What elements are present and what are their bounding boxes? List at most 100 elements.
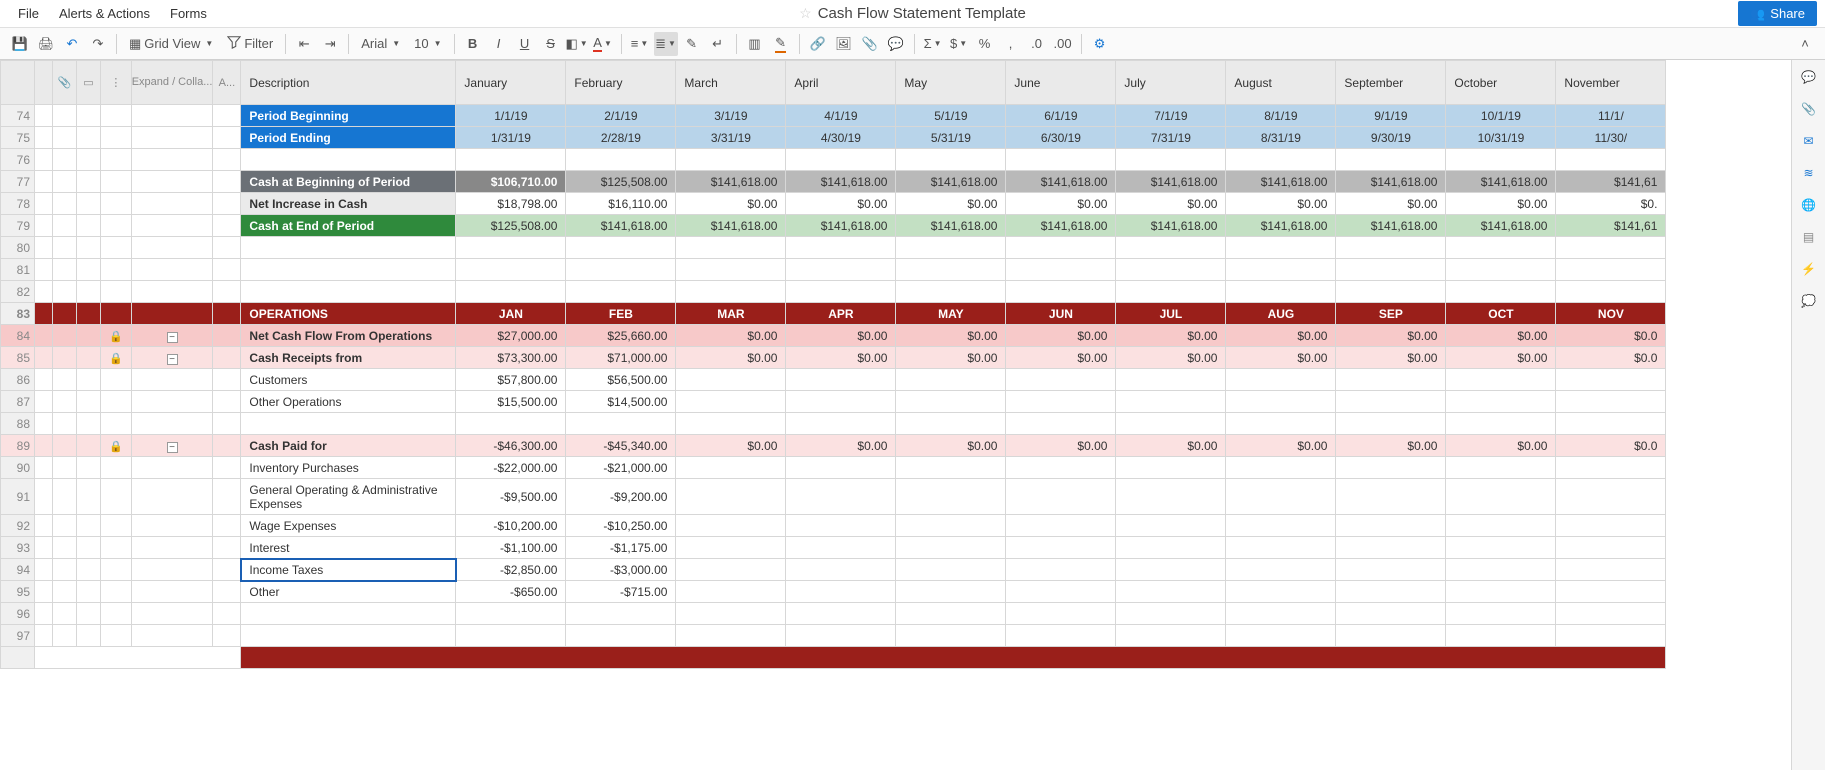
cell[interactable] (676, 391, 786, 413)
cell[interactable]: $125,508.00 (566, 171, 676, 193)
cell[interactable] (1336, 479, 1446, 515)
cell[interactable] (1556, 479, 1666, 515)
cell[interactable]: $0.00 (896, 193, 1006, 215)
cell[interactable] (1446, 559, 1556, 581)
cell[interactable]: 11/30/ (1556, 127, 1666, 149)
cell[interactable] (1446, 149, 1556, 171)
link-icon[interactable]: 🔗 (806, 32, 830, 56)
cell[interactable] (1556, 457, 1666, 479)
cell-description[interactable]: Period Ending (241, 127, 456, 149)
cell[interactable] (1226, 149, 1336, 171)
cell[interactable]: $0.00 (896, 325, 1006, 347)
cell[interactable]: $0.00 (1226, 347, 1336, 369)
row-number[interactable]: 77 (1, 171, 35, 193)
cell[interactable] (1006, 603, 1116, 625)
cell[interactable] (896, 259, 1006, 281)
col-header-nov[interactable]: November (1556, 61, 1666, 105)
cell[interactable] (1336, 237, 1446, 259)
cell[interactable]: $141,618.00 (786, 171, 896, 193)
cell[interactable]: 4/30/19 (786, 127, 896, 149)
cell[interactable]: -$2,850.00 (456, 559, 566, 581)
cell[interactable]: -$650.00 (456, 581, 566, 603)
collapse-toggle-icon[interactable]: − (167, 354, 178, 365)
cell[interactable] (896, 237, 1006, 259)
rail-proof-icon[interactable]: ✉ (1800, 132, 1818, 150)
cell[interactable]: $0.00 (1006, 347, 1116, 369)
cell[interactable]: $0.00 (786, 325, 896, 347)
cell[interactable] (896, 581, 1006, 603)
rail-chat-icon[interactable]: 💭 (1800, 292, 1818, 310)
cell[interactable]: 5/31/19 (896, 127, 1006, 149)
cell[interactable] (1556, 149, 1666, 171)
cell[interactable]: 9/1/19 (1336, 105, 1446, 127)
cell[interactable] (1006, 479, 1116, 515)
cell[interactable]: -$3,000.00 (566, 559, 676, 581)
cell[interactable] (896, 281, 1006, 303)
share-button[interactable]: 👥 Share (1738, 1, 1817, 26)
cell[interactable] (676, 625, 786, 647)
cell[interactable] (1116, 237, 1226, 259)
highlight-icon[interactable]: ✎ (680, 32, 704, 56)
cell[interactable]: -$1,100.00 (456, 537, 566, 559)
cell-description[interactable]: Cash at Beginning of Period (241, 171, 456, 193)
cell[interactable]: $141,618.00 (1116, 215, 1226, 237)
discussion-col-header[interactable]: ▭ (77, 61, 101, 105)
cell[interactable]: $106,710.00 (456, 171, 566, 193)
indent-icon[interactable]: ⇥ (318, 32, 342, 56)
increase-decimal-icon[interactable]: .00 (1051, 32, 1075, 56)
cell[interactable] (1556, 237, 1666, 259)
row-number[interactable]: 89 (1, 435, 35, 457)
cell[interactable] (456, 603, 566, 625)
cell[interactable] (896, 537, 1006, 559)
cell[interactable] (1006, 515, 1116, 537)
cell-description[interactable]: Period Beginning (241, 105, 456, 127)
cell[interactable] (676, 369, 786, 391)
cell[interactable] (896, 457, 1006, 479)
rail-automation-icon[interactable]: ⚡ (1800, 260, 1818, 278)
cell[interactable] (1116, 537, 1226, 559)
cell[interactable]: -$22,000.00 (456, 457, 566, 479)
cell[interactable] (786, 457, 896, 479)
cell[interactable]: $0.0 (1556, 435, 1666, 457)
cell[interactable]: $141,618.00 (896, 171, 1006, 193)
cell[interactable] (1446, 603, 1556, 625)
cell[interactable]: $0.00 (1336, 193, 1446, 215)
cell[interactable] (1226, 537, 1336, 559)
cell[interactable] (1446, 237, 1556, 259)
cell[interactable]: $27,000.00 (456, 325, 566, 347)
cell[interactable]: $141,618.00 (786, 215, 896, 237)
cell[interactable]: $0.00 (1116, 435, 1226, 457)
cell[interactable]: 2/1/19 (566, 105, 676, 127)
cell[interactable]: 4/1/19 (786, 105, 896, 127)
cell-description[interactable]: Interest (241, 537, 456, 559)
cell[interactable] (1336, 413, 1446, 435)
bold-icon[interactable]: B (461, 32, 485, 56)
cell[interactable] (1556, 559, 1666, 581)
rail-publish-icon[interactable]: 🌐 (1800, 196, 1818, 214)
cell[interactable] (1226, 413, 1336, 435)
cell[interactable] (456, 281, 566, 303)
cell[interactable]: $141,618.00 (1226, 215, 1336, 237)
cell[interactable]: $0.00 (1336, 435, 1446, 457)
cell[interactable]: $141,618.00 (566, 215, 676, 237)
cell-description[interactable]: Wage Expenses (241, 515, 456, 537)
outdent-icon[interactable]: ⇤ (292, 32, 316, 56)
cell-description[interactable]: Customers (241, 369, 456, 391)
cell[interactable] (786, 625, 896, 647)
cell[interactable]: $141,618.00 (896, 215, 1006, 237)
cell[interactable]: $141,618.00 (1336, 171, 1446, 193)
cell[interactable] (566, 259, 676, 281)
cell[interactable] (1006, 581, 1116, 603)
row-number[interactable]: 87 (1, 391, 35, 413)
cell[interactable]: $0.00 (786, 193, 896, 215)
col-header-jul[interactable]: July (1116, 61, 1226, 105)
cell[interactable]: $0.00 (1446, 325, 1556, 347)
cell[interactable] (1006, 537, 1116, 559)
cell[interactable] (1006, 237, 1116, 259)
col-header-feb[interactable]: February (566, 61, 676, 105)
cell[interactable]: 1/1/19 (456, 105, 566, 127)
cell[interactable]: -$45,340.00 (566, 435, 676, 457)
row-number[interactable]: 93 (1, 537, 35, 559)
cell[interactable]: 1/31/19 (456, 127, 566, 149)
cell-description[interactable]: Inventory Purchases (241, 457, 456, 479)
